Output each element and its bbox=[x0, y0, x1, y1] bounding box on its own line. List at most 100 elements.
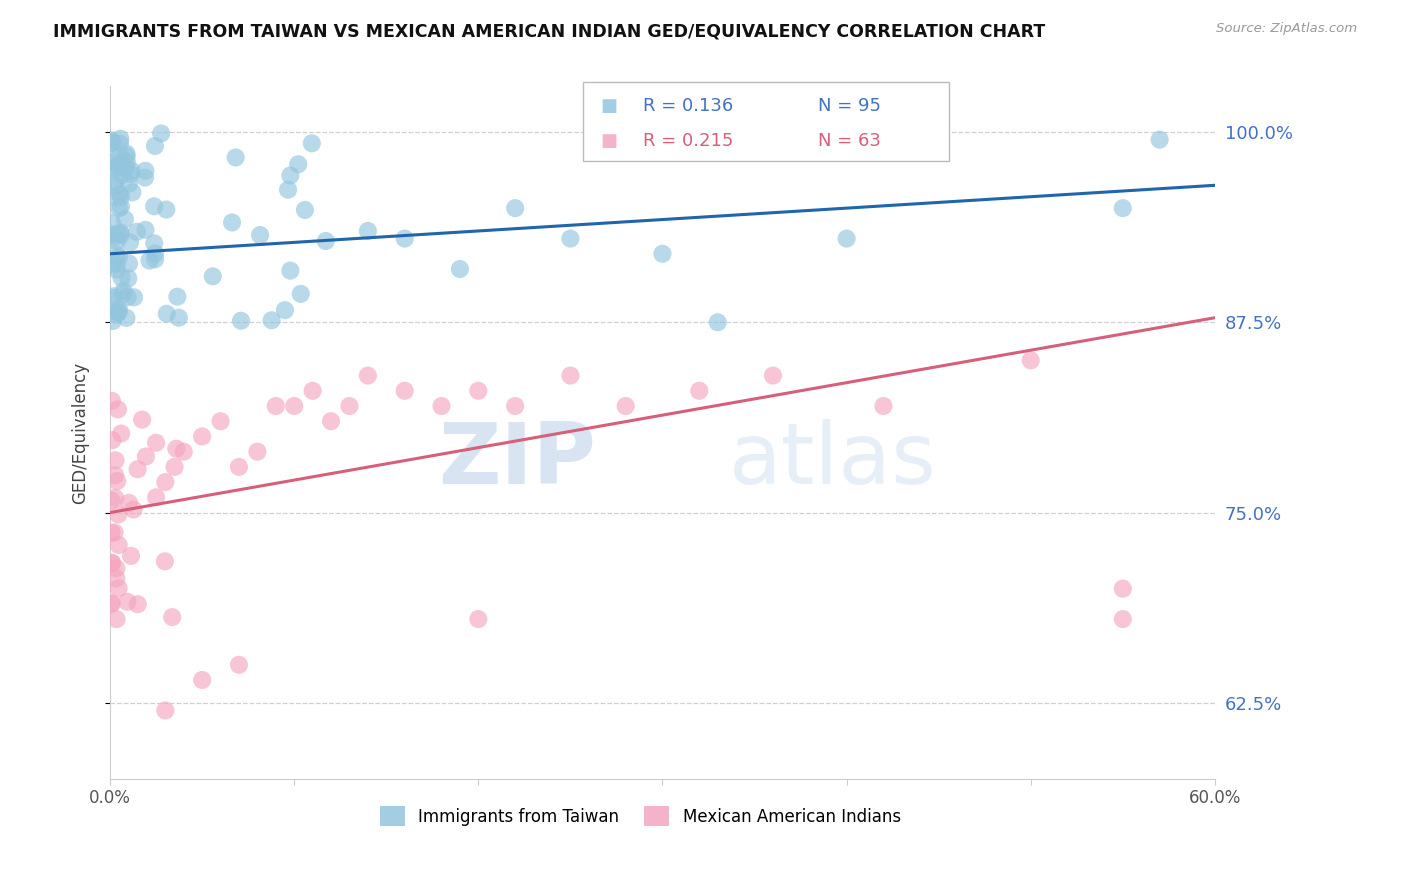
Y-axis label: GED/Equivalency: GED/Equivalency bbox=[72, 361, 89, 504]
Point bbox=[104, 491, 127, 505]
Point bbox=[108, 149, 131, 163]
Point bbox=[122, 502, 145, 516]
Point bbox=[503, 201, 526, 215]
Point bbox=[107, 227, 129, 242]
Point bbox=[688, 384, 710, 398]
Point bbox=[163, 459, 186, 474]
Point bbox=[105, 571, 128, 585]
Point bbox=[357, 368, 380, 383]
Point bbox=[110, 426, 132, 441]
Point bbox=[287, 157, 309, 171]
Point bbox=[301, 384, 323, 398]
Point bbox=[108, 201, 131, 215]
Point bbox=[290, 286, 312, 301]
Point bbox=[117, 271, 139, 285]
Point bbox=[229, 314, 252, 328]
Point bbox=[101, 258, 124, 272]
Point bbox=[104, 190, 127, 204]
Point bbox=[394, 384, 416, 398]
Point bbox=[155, 703, 177, 717]
Point bbox=[110, 131, 132, 145]
Point bbox=[357, 224, 380, 238]
Text: R = 0.136: R = 0.136 bbox=[643, 96, 733, 114]
Point bbox=[107, 402, 129, 417]
Point bbox=[131, 412, 153, 426]
Point bbox=[160, 610, 183, 624]
Point bbox=[101, 393, 124, 408]
Point bbox=[134, 223, 156, 237]
Point bbox=[560, 368, 582, 383]
Point bbox=[117, 595, 139, 609]
Point bbox=[100, 597, 122, 611]
Point bbox=[108, 302, 131, 317]
Point bbox=[315, 234, 337, 248]
Point bbox=[104, 153, 127, 168]
Point bbox=[127, 597, 149, 611]
Point bbox=[1149, 133, 1171, 147]
Point bbox=[101, 136, 124, 150]
Point bbox=[143, 236, 166, 251]
Point bbox=[108, 136, 131, 151]
Point bbox=[101, 136, 124, 150]
Text: ■: ■ bbox=[600, 132, 617, 150]
Point bbox=[105, 561, 128, 575]
Point bbox=[280, 169, 302, 183]
Point bbox=[104, 468, 127, 483]
Point bbox=[110, 190, 132, 204]
Point bbox=[107, 508, 129, 522]
Point bbox=[145, 435, 167, 450]
Point bbox=[107, 158, 129, 172]
Point bbox=[264, 399, 287, 413]
Point bbox=[101, 216, 124, 230]
Point bbox=[100, 525, 122, 540]
Point bbox=[115, 146, 138, 161]
Point bbox=[156, 307, 179, 321]
Point bbox=[101, 556, 124, 570]
Point bbox=[105, 474, 128, 488]
Point bbox=[107, 304, 129, 318]
Point bbox=[103, 289, 125, 303]
Point bbox=[104, 178, 127, 193]
Point bbox=[173, 444, 195, 458]
Legend: Immigrants from Taiwan, Mexican American Indians: Immigrants from Taiwan, Mexican American… bbox=[374, 799, 907, 833]
Point bbox=[209, 414, 232, 428]
Text: atlas: atlas bbox=[728, 419, 936, 502]
Point bbox=[872, 399, 894, 413]
Text: ■: ■ bbox=[600, 96, 617, 114]
Point bbox=[101, 556, 124, 570]
Point bbox=[1112, 201, 1135, 215]
Point bbox=[1112, 612, 1135, 626]
Point bbox=[111, 287, 134, 301]
Point bbox=[110, 200, 132, 214]
Point bbox=[125, 225, 148, 239]
Point bbox=[105, 262, 128, 277]
Point bbox=[122, 290, 145, 304]
Point bbox=[167, 310, 190, 325]
Point bbox=[107, 305, 129, 319]
Point bbox=[153, 554, 176, 568]
Point bbox=[105, 612, 128, 626]
Point bbox=[294, 202, 316, 217]
Point bbox=[103, 163, 125, 178]
Point bbox=[107, 581, 129, 595]
Point bbox=[277, 183, 299, 197]
Point bbox=[614, 399, 637, 413]
Text: N = 95: N = 95 bbox=[818, 96, 882, 114]
Point bbox=[249, 227, 271, 242]
Point bbox=[394, 231, 416, 245]
Point bbox=[651, 247, 673, 261]
Point bbox=[115, 161, 138, 175]
Point bbox=[228, 459, 250, 474]
Point bbox=[100, 493, 122, 508]
Point bbox=[115, 310, 138, 325]
Point bbox=[101, 291, 124, 305]
Point bbox=[118, 235, 141, 250]
Point bbox=[105, 247, 128, 261]
Point bbox=[246, 444, 269, 458]
Point bbox=[134, 170, 156, 185]
Point bbox=[274, 303, 297, 318]
Point bbox=[111, 168, 134, 182]
Point bbox=[319, 414, 342, 428]
Point bbox=[101, 134, 124, 148]
Point bbox=[107, 538, 129, 552]
